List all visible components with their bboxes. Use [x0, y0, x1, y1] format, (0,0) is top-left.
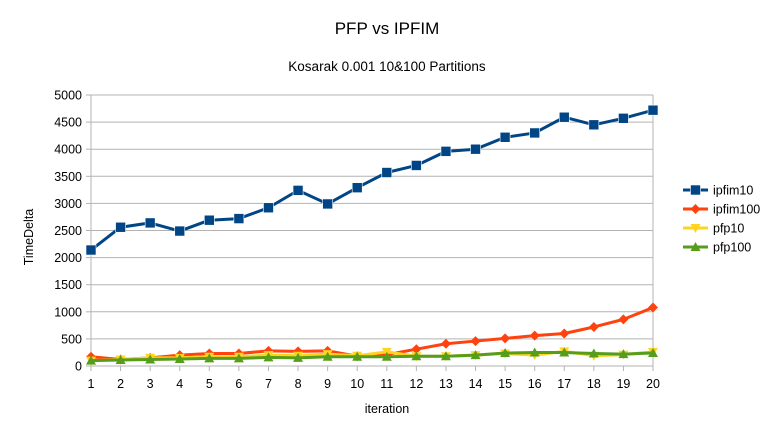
data-point-pfp100 [618, 349, 629, 359]
y-tick-label: 5000 [54, 89, 82, 103]
data-point-pfp100 [411, 351, 422, 361]
y-tick-label: 3500 [54, 170, 82, 184]
data-point-ipfim100 [411, 344, 422, 355]
data-point-ipfim100 [588, 321, 599, 332]
data-point-ipfim10 [174, 225, 186, 237]
data-point-ipfim100 [648, 302, 658, 313]
x-tick-label: 12 [409, 377, 423, 391]
data-point-ipfim10 [263, 202, 274, 214]
x-axis-label: iteration [365, 402, 410, 416]
legend-label-pfp100: pfp100 [713, 241, 751, 255]
data-point-ipfim10 [558, 111, 570, 123]
x-tick-label: 5 [206, 377, 213, 391]
data-point-ipfim10 [204, 214, 215, 226]
y-tick-label: 1000 [54, 305, 82, 319]
x-tick-label: 3 [147, 377, 154, 391]
x-tick-label: 2 [117, 377, 124, 391]
data-point-ipfim10 [618, 113, 629, 124]
x-tick-label: 6 [235, 377, 242, 391]
y-tick-label: 1500 [54, 278, 82, 292]
data-point-ipfim10 [292, 185, 304, 196]
x-tick-label: 19 [616, 377, 630, 391]
data-point-pfp100 [529, 347, 540, 357]
data-point-pfp100 [322, 351, 333, 361]
legend-marker-ipfim10 [690, 184, 701, 196]
data-point-ipfim10 [381, 167, 393, 178]
x-tick-label: 18 [587, 377, 601, 391]
data-point-ipfim10 [499, 131, 511, 143]
data-point-ipfim10 [351, 182, 363, 193]
data-point-ipfim10 [85, 244, 97, 256]
data-point-ipfim10 [144, 217, 156, 229]
y-tick-label: 3000 [54, 197, 82, 211]
y-axis-label: TimeDelta [22, 209, 36, 266]
data-point-ipfim100 [618, 314, 629, 325]
data-point-ipfim10 [233, 213, 245, 224]
y-tick-label: 4000 [54, 143, 82, 157]
data-point-pfp100 [233, 353, 244, 363]
data-point-pfp100 [470, 350, 481, 360]
data-point-pfp100 [263, 352, 274, 362]
data-point-pfp100 [145, 354, 156, 364]
x-tick-label: 9 [324, 377, 331, 391]
chart-title: PFP vs IPFIM [335, 19, 440, 38]
legend-label-ipfim100: ipfim100 [713, 203, 760, 217]
x-tick-label: 8 [295, 377, 302, 391]
data-point-pfp100 [115, 355, 126, 365]
x-tick-label: 4 [176, 377, 183, 391]
x-tick-label: 20 [646, 377, 660, 391]
x-tick-label: 1 [88, 377, 95, 391]
y-tick-label: 0 [75, 360, 82, 374]
y-tick-label: 500 [61, 332, 82, 346]
data-point-ipfim10 [411, 160, 422, 171]
data-point-ipfim100 [559, 328, 570, 339]
x-tick-label: 11 [380, 377, 393, 391]
data-point-pfp100 [352, 351, 363, 361]
data-point-pfp100 [588, 348, 599, 358]
data-point-ipfim10 [115, 221, 126, 233]
data-point-pfp100 [381, 351, 392, 361]
data-point-pfp100 [174, 353, 185, 363]
data-point-pfp100 [293, 352, 304, 362]
x-tick-label: 16 [528, 377, 542, 391]
data-point-ipfim100 [470, 336, 481, 347]
data-point-pfp100 [86, 355, 96, 365]
y-tick-label: 2000 [54, 251, 82, 265]
data-point-ipfim10 [529, 127, 540, 139]
legend-marker-pfp10 [690, 224, 701, 233]
x-tick-label: 15 [498, 377, 512, 391]
series-line-pfp100 [90, 350, 654, 363]
y-tick-label: 4500 [54, 116, 82, 130]
x-tick-label: 7 [265, 377, 272, 391]
legend-marker-ipfim100 [690, 204, 701, 214]
data-point-pfp100 [204, 353, 215, 363]
data-point-ipfim10 [322, 198, 333, 210]
x-tick-label: 14 [469, 377, 483, 391]
data-point-ipfim10 [647, 104, 659, 116]
x-tick-label: 17 [557, 377, 571, 391]
data-point-ipfim100 [500, 333, 511, 344]
data-point-pfp100 [500, 347, 511, 357]
data-point-pfp100 [559, 347, 570, 357]
y-tick-label: 2500 [54, 224, 82, 238]
data-point-ipfim100 [529, 330, 540, 341]
legend-marker-pfp100 [690, 242, 701, 251]
x-tick-label: 10 [350, 377, 364, 391]
axes: 0 500 1000 1500 2000 2500 3000 3500 4000 4500 5000… [54, 89, 660, 392]
x-tick-label: 13 [439, 377, 453, 391]
legend-label-ipfim10: ipfim10 [713, 184, 753, 198]
data-point-ipfim10 [440, 146, 452, 157]
legend-label-pfp10: pfp10 [713, 222, 744, 236]
chart-subtitle: Kosarak 0.001 10&100 Partitions [288, 59, 486, 74]
data-point-pfp100 [440, 351, 451, 361]
series-group [85, 104, 659, 366]
data-point-ipfim10 [588, 119, 600, 131]
legend: ipfim10 ipfim100 pfp10 pfp100 [683, 184, 760, 255]
data-point-ipfim10 [470, 143, 481, 155]
data-point-pfp100 [648, 347, 658, 357]
data-point-ipfim100 [440, 338, 451, 349]
